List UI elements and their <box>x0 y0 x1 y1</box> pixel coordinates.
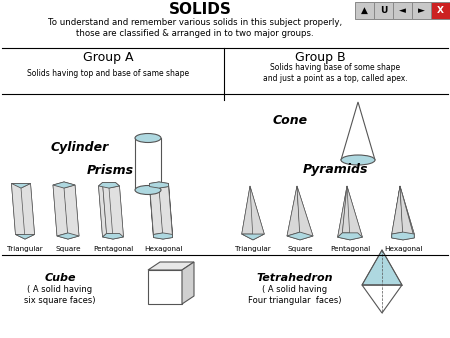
Polygon shape <box>347 186 362 237</box>
Polygon shape <box>153 233 172 239</box>
Polygon shape <box>159 187 172 239</box>
Polygon shape <box>250 186 264 240</box>
Polygon shape <box>242 186 253 240</box>
Bar <box>148 270 182 304</box>
Polygon shape <box>53 185 68 239</box>
Polygon shape <box>287 186 300 236</box>
Ellipse shape <box>135 186 161 194</box>
Text: Solids having top and base of same shape: Solids having top and base of same shape <box>27 69 189 77</box>
Polygon shape <box>99 186 113 239</box>
Text: Triangular: Triangular <box>7 246 43 252</box>
Text: ◄: ◄ <box>399 6 406 15</box>
Text: ►: ► <box>418 6 425 15</box>
Polygon shape <box>149 182 169 188</box>
Polygon shape <box>362 250 402 285</box>
Text: X: X <box>437 6 444 15</box>
Text: Cone: Cone <box>272 114 307 126</box>
Polygon shape <box>242 234 264 240</box>
Ellipse shape <box>135 134 161 143</box>
Polygon shape <box>338 233 362 240</box>
Polygon shape <box>103 234 123 239</box>
Bar <box>355 2 374 19</box>
Polygon shape <box>103 183 119 234</box>
Polygon shape <box>53 182 68 236</box>
Polygon shape <box>400 186 414 234</box>
Polygon shape <box>116 183 123 237</box>
Polygon shape <box>400 186 414 240</box>
Text: SOLIDS: SOLIDS <box>169 2 231 18</box>
Bar <box>431 2 450 19</box>
Polygon shape <box>21 184 35 239</box>
Polygon shape <box>297 186 313 236</box>
Polygon shape <box>392 186 400 238</box>
Polygon shape <box>149 184 153 238</box>
Text: ▲: ▲ <box>361 6 368 15</box>
Text: Group A: Group A <box>83 51 133 65</box>
Text: Hexagonal: Hexagonal <box>144 246 182 252</box>
Polygon shape <box>362 285 402 313</box>
Text: Group B: Group B <box>295 51 345 65</box>
Polygon shape <box>338 186 350 240</box>
Text: Triangular: Triangular <box>235 246 271 252</box>
Polygon shape <box>99 183 119 188</box>
Polygon shape <box>148 262 194 270</box>
Polygon shape <box>109 186 123 239</box>
Polygon shape <box>242 186 264 234</box>
Polygon shape <box>287 186 300 240</box>
Text: ( A solid having
six square faces): ( A solid having six square faces) <box>24 285 96 305</box>
Polygon shape <box>400 186 414 238</box>
Text: Cylinder: Cylinder <box>51 142 109 154</box>
Polygon shape <box>149 182 163 235</box>
Polygon shape <box>99 183 107 237</box>
Polygon shape <box>11 184 25 239</box>
Text: ( A solid having
Four triangular  faces): ( A solid having Four triangular faces) <box>248 285 342 305</box>
Polygon shape <box>297 186 313 240</box>
Text: Square: Square <box>287 246 313 252</box>
Bar <box>374 2 393 19</box>
Text: Tetrahedron: Tetrahedron <box>257 273 333 283</box>
Text: To understand and remember various solids in this subject properly,
those are cl: To understand and remember various solid… <box>48 18 342 38</box>
Polygon shape <box>149 187 163 239</box>
Polygon shape <box>341 102 375 160</box>
Text: Prisms: Prisms <box>86 164 134 176</box>
Bar <box>393 2 412 19</box>
Polygon shape <box>347 186 362 240</box>
Polygon shape <box>338 186 347 237</box>
Ellipse shape <box>341 155 375 165</box>
Polygon shape <box>392 232 414 240</box>
Text: Solids having base of some shape
and just a point as a top, called apex.: Solids having base of some shape and jus… <box>263 63 407 83</box>
Polygon shape <box>342 186 358 233</box>
Polygon shape <box>64 182 79 236</box>
Polygon shape <box>392 186 403 234</box>
Polygon shape <box>169 184 172 238</box>
Polygon shape <box>392 186 403 240</box>
Text: Pyramids: Pyramids <box>302 164 368 176</box>
Polygon shape <box>15 235 35 239</box>
Polygon shape <box>64 185 79 239</box>
Text: Pentagonal: Pentagonal <box>93 246 133 252</box>
Text: U: U <box>380 6 387 15</box>
Polygon shape <box>53 182 75 188</box>
Text: Square: Square <box>55 246 81 252</box>
Polygon shape <box>57 233 79 239</box>
Polygon shape <box>159 182 172 235</box>
Polygon shape <box>182 262 194 304</box>
Text: Pentagonal: Pentagonal <box>330 246 370 252</box>
Text: Hexagonal: Hexagonal <box>384 246 422 252</box>
Bar <box>135 138 161 190</box>
Polygon shape <box>11 184 31 188</box>
Polygon shape <box>287 232 313 240</box>
Text: Cube: Cube <box>44 273 76 283</box>
Bar <box>412 2 431 19</box>
Polygon shape <box>11 184 35 235</box>
